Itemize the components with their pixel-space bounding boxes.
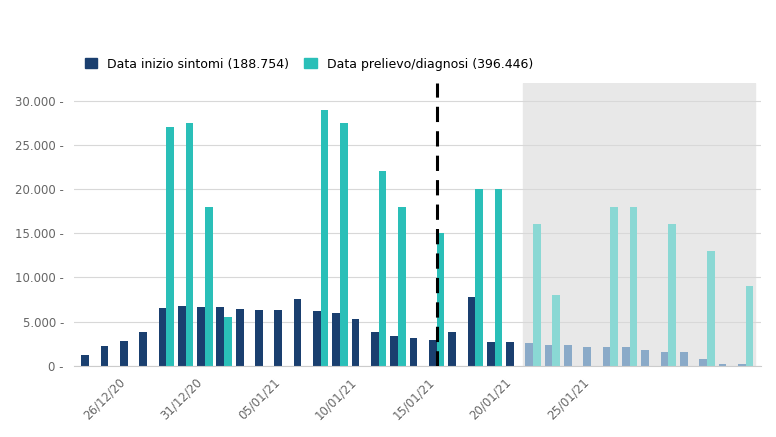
Bar — [81, 355, 89, 366]
Bar — [603, 347, 611, 366]
Bar — [120, 341, 128, 366]
Bar — [494, 189, 502, 366]
Bar — [622, 347, 629, 366]
Bar — [217, 306, 224, 366]
Bar — [707, 251, 715, 366]
Bar — [525, 343, 533, 366]
Bar — [584, 347, 591, 366]
Bar — [475, 189, 483, 366]
Bar — [224, 317, 232, 366]
Bar — [545, 345, 553, 366]
Bar — [429, 340, 437, 366]
Bar — [352, 319, 359, 366]
Bar — [506, 342, 514, 366]
Bar — [205, 207, 213, 366]
Bar — [398, 207, 406, 366]
Bar — [437, 233, 445, 366]
Bar — [371, 332, 379, 366]
Bar — [533, 224, 541, 366]
Bar — [746, 286, 753, 366]
Bar — [158, 308, 166, 366]
Bar — [524, 83, 755, 366]
Bar — [467, 297, 475, 366]
Bar — [275, 310, 282, 366]
Bar — [332, 313, 340, 366]
Bar — [390, 336, 398, 366]
Bar — [738, 364, 746, 366]
Bar — [320, 110, 328, 366]
Bar — [294, 299, 301, 366]
Bar — [487, 342, 494, 366]
Bar — [668, 224, 676, 366]
Bar — [699, 359, 707, 366]
Bar — [410, 338, 417, 366]
Bar — [449, 332, 456, 366]
Bar — [139, 332, 147, 366]
Bar — [340, 123, 348, 366]
Bar — [101, 346, 109, 366]
Bar — [641, 350, 649, 366]
Bar — [611, 207, 618, 366]
Bar — [255, 310, 263, 366]
Bar — [553, 295, 560, 366]
Bar — [166, 127, 174, 366]
Bar — [178, 305, 185, 366]
Bar — [660, 351, 668, 366]
Legend: Data inizio sintomi (188.754), Data prelievo/diagnosi (396.446): Data inizio sintomi (188.754), Data prel… — [80, 52, 538, 76]
Bar — [680, 351, 688, 366]
Bar — [197, 306, 205, 366]
Bar — [564, 345, 572, 366]
Bar — [719, 364, 726, 366]
Bar — [379, 171, 386, 366]
Bar — [313, 311, 320, 366]
Bar — [236, 309, 244, 366]
Bar — [629, 207, 637, 366]
Bar — [185, 123, 193, 366]
